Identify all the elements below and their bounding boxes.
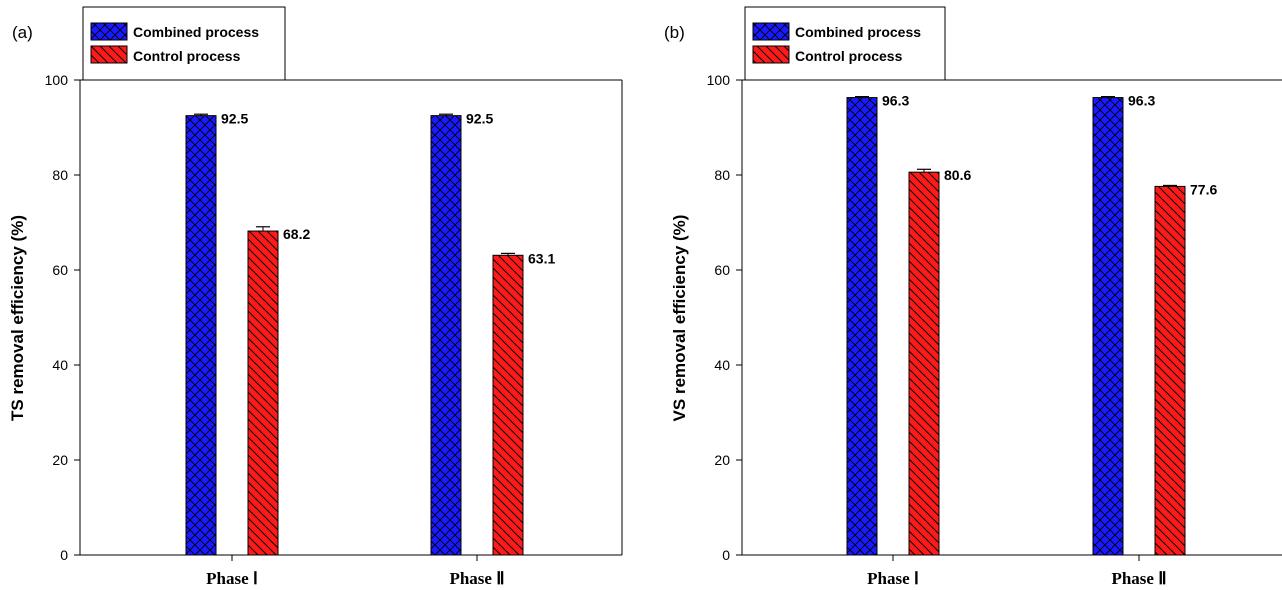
- panel-a-ytick-label: 40: [52, 357, 68, 373]
- panel-a-data-label-control: 63.1: [528, 250, 555, 266]
- panel-a-legend: Combined process Control process: [82, 6, 286, 81]
- panel-b-legend-label-control: Control process: [795, 48, 903, 64]
- panel-a-plot: 0 20 40 60 80 100 Phase Ⅰ Phase Ⅱ 92.5 92.5 68.2 63…: [45, 72, 623, 588]
- panel-a-ytick-label: 100: [45, 72, 69, 88]
- panel-a-xtick-label: Phase Ⅰ: [206, 569, 258, 588]
- panel-b-ytick-label: 20: [714, 452, 730, 468]
- panel-b-ytick-label: 60: [714, 262, 730, 278]
- panel-b-ytick-label: 40: [714, 357, 730, 373]
- panel-a-data-label-combined: 92.5: [221, 111, 248, 127]
- panel-a-ytick-label: 60: [52, 262, 68, 278]
- panel-b-ytick-label: 100: [707, 72, 731, 88]
- panel-a: (a) TS removal efficiency (%) 0 20 40 60 80 1…: [8, 6, 623, 588]
- panel-a-legend-swatch-combined: [90, 22, 128, 41]
- panel-b-bar-combined: [846, 97, 878, 556]
- panel-a-label: (a): [12, 23, 33, 42]
- panel-b-ytick-label: 0: [722, 547, 730, 563]
- panel-a-bar-combined: [185, 115, 217, 556]
- panel-a-bar-control: [247, 230, 279, 556]
- panel-a-ytick-label: 0: [60, 547, 68, 563]
- panel-b-legend-label-combined: Combined process: [795, 24, 921, 40]
- panel-b-bar-combined: [1092, 97, 1124, 556]
- panel-b-ylabel: VS removal efficiency (%): [670, 215, 689, 422]
- panel-b-xtick-label: Phase Ⅰ: [867, 569, 919, 588]
- panel-b-legend-swatch-control: [752, 45, 790, 64]
- panel-a-ytick-label: 80: [52, 167, 68, 183]
- panel-b-bar-control: [908, 171, 940, 556]
- panel-b-data-label-combined: 96.3: [1128, 93, 1155, 109]
- panel-a-ytick-label: 20: [52, 452, 68, 468]
- panel-b-bar-control: [1154, 185, 1186, 556]
- panel-b-legend-box: [744, 6, 946, 81]
- panel-a-bar-control: [492, 254, 524, 556]
- panel-a-xtick-label: Phase Ⅱ: [449, 569, 504, 588]
- panel-a-legend-swatch-control: [90, 45, 128, 64]
- panel-a-legend-label-control: Control process: [133, 48, 241, 64]
- panel-b-xtick-label: Phase Ⅱ: [1111, 569, 1166, 588]
- panel-a-bar-combined: [430, 115, 462, 556]
- panel-a-data-label-combined: 92.5: [466, 111, 493, 127]
- panel-b: (b) VS removal efficiency (%) 0 20 40 60 80 1…: [664, 6, 1282, 588]
- panel-b-legend: Combined process Control process: [744, 6, 946, 81]
- panel-b-data-label-combined: 96.3: [882, 93, 909, 109]
- panel-b-plot: 0 20 40 60 80 100 Phase Ⅰ Phase Ⅱ 96.3 96.3 80.6 77…: [707, 72, 1282, 588]
- panel-b-ytick-label: 80: [714, 167, 730, 183]
- panel-a-legend-box: [82, 6, 286, 81]
- panel-a-legend-label-combined: Combined process: [133, 24, 259, 40]
- panel-b-label: (b): [664, 23, 685, 42]
- panel-b-data-label-control: 80.6: [944, 167, 971, 183]
- panel-a-ylabel: TS removal efficiency (%): [8, 215, 27, 421]
- panel-b-legend-swatch-combined: [752, 22, 790, 41]
- panel-b-data-label-control: 77.6: [1190, 181, 1217, 197]
- panel-a-data-label-control: 68.2: [283, 226, 310, 242]
